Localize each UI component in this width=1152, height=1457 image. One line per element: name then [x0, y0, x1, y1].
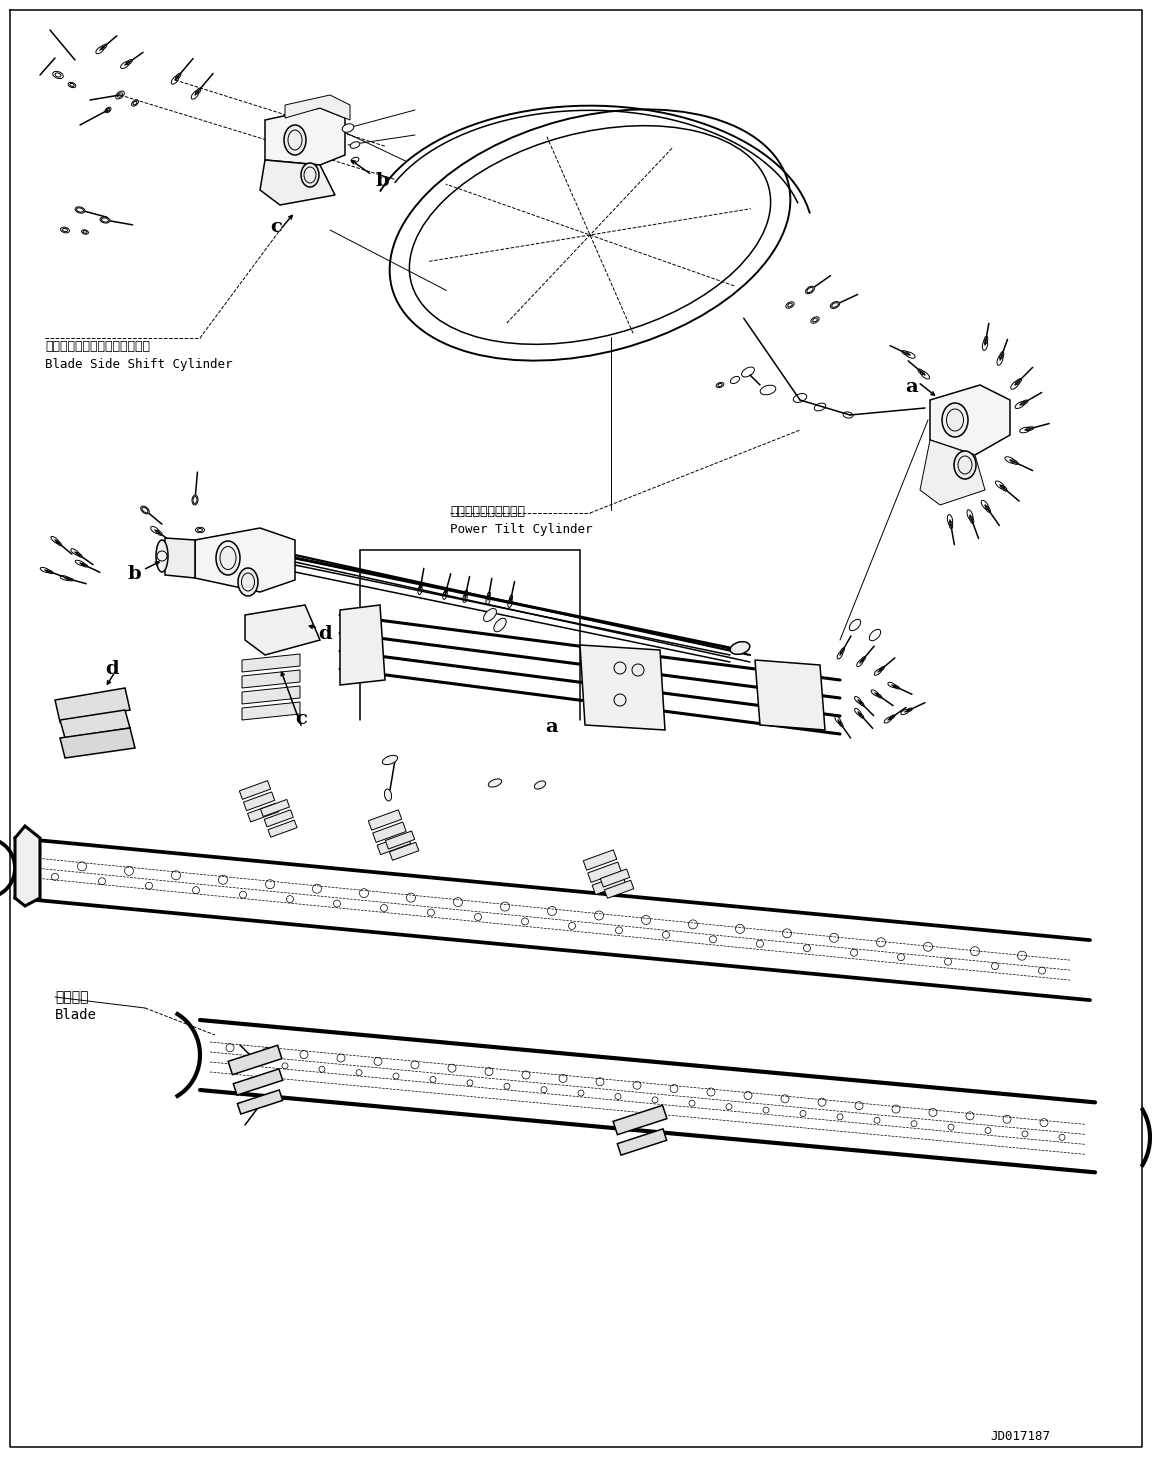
Ellipse shape: [141, 506, 150, 514]
Ellipse shape: [75, 207, 85, 213]
Polygon shape: [55, 688, 130, 723]
Polygon shape: [617, 1129, 667, 1155]
Polygon shape: [264, 810, 294, 828]
Polygon shape: [605, 880, 634, 899]
Text: パワーチルトシリンダ: パワーチルトシリンダ: [450, 506, 525, 519]
Text: d: d: [105, 660, 119, 678]
Polygon shape: [930, 385, 1010, 455]
Polygon shape: [592, 874, 626, 895]
Text: a: a: [545, 718, 558, 736]
Ellipse shape: [285, 125, 306, 154]
Ellipse shape: [730, 641, 750, 654]
Polygon shape: [242, 670, 300, 688]
Polygon shape: [237, 1090, 282, 1115]
Ellipse shape: [494, 618, 506, 632]
Polygon shape: [260, 800, 289, 816]
Polygon shape: [165, 538, 195, 578]
Text: ブレード: ブレード: [55, 989, 89, 1004]
Text: Power Tilt Cylinder: Power Tilt Cylinder: [450, 523, 592, 536]
Polygon shape: [385, 830, 415, 849]
Polygon shape: [60, 710, 130, 739]
Polygon shape: [755, 660, 825, 730]
Text: c: c: [270, 219, 282, 236]
Polygon shape: [373, 822, 407, 842]
Polygon shape: [377, 835, 410, 855]
Text: d: d: [318, 625, 332, 643]
Polygon shape: [242, 702, 300, 720]
Ellipse shape: [488, 779, 501, 787]
Text: b: b: [128, 565, 142, 583]
Polygon shape: [243, 793, 274, 810]
Polygon shape: [245, 605, 320, 656]
Text: Blade: Blade: [55, 1008, 97, 1021]
Text: b: b: [376, 172, 388, 189]
Text: JD017187: JD017187: [990, 1429, 1049, 1442]
Polygon shape: [240, 781, 271, 800]
Polygon shape: [195, 527, 295, 592]
Text: Blade Side Shift Cylinder: Blade Side Shift Cylinder: [45, 358, 233, 372]
Polygon shape: [920, 440, 985, 506]
Polygon shape: [15, 826, 40, 906]
Polygon shape: [260, 160, 335, 205]
Ellipse shape: [342, 124, 354, 133]
Polygon shape: [242, 654, 300, 672]
Polygon shape: [579, 645, 665, 730]
Ellipse shape: [156, 541, 168, 573]
Ellipse shape: [535, 781, 546, 790]
Polygon shape: [583, 849, 616, 870]
Polygon shape: [265, 108, 344, 165]
Ellipse shape: [831, 302, 840, 309]
Polygon shape: [340, 605, 385, 685]
Ellipse shape: [382, 755, 397, 765]
Polygon shape: [248, 803, 279, 822]
Polygon shape: [285, 95, 350, 119]
Text: c: c: [295, 710, 306, 728]
Polygon shape: [389, 842, 419, 860]
Ellipse shape: [350, 141, 359, 149]
Ellipse shape: [954, 452, 976, 479]
Ellipse shape: [484, 609, 497, 622]
Polygon shape: [369, 810, 402, 830]
Ellipse shape: [942, 404, 968, 437]
Ellipse shape: [238, 568, 258, 596]
Ellipse shape: [100, 217, 109, 223]
Polygon shape: [60, 728, 135, 758]
Polygon shape: [228, 1045, 282, 1075]
Ellipse shape: [301, 163, 319, 186]
Polygon shape: [600, 868, 630, 887]
Polygon shape: [242, 686, 300, 704]
Polygon shape: [234, 1069, 282, 1096]
Ellipse shape: [192, 495, 198, 506]
Ellipse shape: [217, 541, 240, 576]
Ellipse shape: [385, 790, 392, 801]
Text: a: a: [905, 377, 918, 396]
Polygon shape: [268, 820, 297, 838]
Ellipse shape: [805, 286, 814, 294]
Polygon shape: [613, 1106, 667, 1135]
Text: ブレードサイドシフトシリンダ: ブレードサイドシフトシリンダ: [45, 339, 150, 353]
Polygon shape: [588, 863, 621, 883]
